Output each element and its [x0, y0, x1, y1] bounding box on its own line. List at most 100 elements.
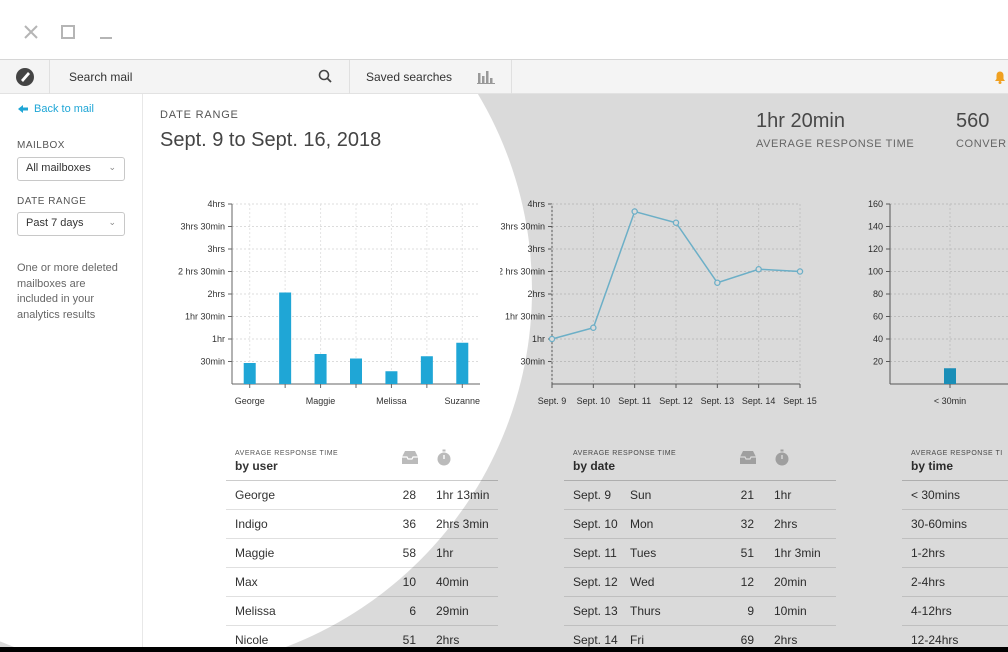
day-cell: Thurs — [630, 604, 661, 618]
search-icon[interactable] — [318, 69, 332, 88]
close-icon[interactable] — [19, 20, 43, 44]
table-row[interactable]: 4-12hrs — [902, 597, 1008, 626]
y-tick-label: 140 — [868, 222, 883, 232]
date-cell: Sept. 9 — [573, 488, 612, 502]
search-input[interactable]: Search mail — [69, 70, 133, 84]
table-row[interactable]: Sept. 13 Thurs 9 10min — [564, 597, 836, 626]
table-row[interactable]: < 30mins — [902, 481, 1008, 510]
sidebar: Back to mail MAILBOX All mailboxes ⌄ DAT… — [0, 94, 143, 647]
count-cell: 9 — [747, 604, 754, 618]
y-tick-label: 80 — [873, 289, 883, 299]
deleted-mailboxes-notice: One or more deleted mailboxes are includ… — [17, 262, 118, 321]
table-row[interactable]: George 28 1hr 13min — [226, 481, 498, 510]
back-to-mail-label: Back to mail — [34, 103, 94, 115]
y-tick-label: 40 — [873, 334, 883, 344]
user-name-cell: Max — [235, 575, 258, 589]
toolbar: Search mail Saved searches — [0, 60, 1008, 94]
y-tick-label: 1hr 30min — [185, 312, 225, 322]
back-to-mail-link[interactable]: Back to mail — [18, 103, 94, 115]
maximize-icon[interactable] — [56, 20, 80, 44]
time-cell: 2hrs 3min — [436, 517, 489, 531]
point-sept-15 — [796, 268, 804, 275]
by-time-title: by time — [911, 459, 954, 473]
chevron-down-icon: ⌄ — [108, 162, 116, 172]
inbox-icon — [739, 449, 757, 470]
count-cell: 51 — [740, 546, 754, 560]
point-sept-13 — [714, 279, 721, 287]
mailbox-label: MAILBOX — [17, 140, 65, 151]
date-cell: Sept. 14 — [573, 633, 618, 647]
table-row[interactable]: Melissa 6 29min — [226, 597, 498, 626]
search-bar[interactable]: Search mail — [50, 60, 350, 94]
day-cell: Wed — [630, 575, 655, 589]
y-tick-label: 1hr — [212, 334, 225, 344]
table-row[interactable]: Maggie 58 1hr — [226, 539, 498, 568]
range-value: Sept. 9 to Sept. 16, 2018 — [160, 129, 382, 151]
table-row[interactable]: Sept. 10 Mon 32 2hrs — [564, 510, 836, 539]
count-cell: 69 — [740, 633, 754, 647]
y-tick-label: 120 — [868, 244, 883, 254]
x-tick-label: Sept. 11 — [618, 396, 651, 406]
bar-maggie — [314, 354, 327, 384]
table-row[interactable]: Sept. 14 Fri 69 2hrs — [564, 626, 836, 647]
y-tick-label: 3hrs — [207, 244, 225, 254]
y-tick-label: 4hrs — [207, 199, 225, 209]
y-tick-label: 60 — [873, 312, 883, 322]
response-time-by-date-chart: 4hrs 3hrs 30min 3hrs 2 hrs 30min 2hrs 1hr 30m… — [500, 199, 817, 406]
time-cell: 2hrs — [436, 633, 460, 647]
minimize-icon[interactable] — [94, 20, 118, 44]
time-cell: 1hr — [436, 546, 454, 560]
y-tick-label: 1hr — [532, 334, 545, 344]
table-row[interactable]: Sept. 9 Sun 21 1hr — [564, 481, 836, 510]
bar-chart-icon[interactable] — [460, 60, 512, 94]
count-cell: 51 — [402, 633, 416, 647]
y-tick-label: 4hrs — [527, 199, 545, 209]
day-cell: Sun — [630, 488, 652, 502]
x-tick-label: Suzanne — [445, 396, 481, 406]
x-tick-label: Maggie — [306, 396, 336, 406]
table-row[interactable]: Nicole 51 2hrs — [226, 626, 498, 647]
table-row[interactable]: Sept. 11 Tues 51 1hr 3min — [564, 539, 836, 568]
y-tick-label: 2hrs — [207, 289, 225, 299]
series-line — [551, 210, 801, 340]
count-cell: 32 — [740, 517, 754, 531]
bell-icon[interactable] — [992, 69, 1008, 90]
x-tick-label: George — [235, 396, 265, 406]
point-sept-11 — [631, 208, 638, 215]
user-name-cell: Indigo — [235, 517, 268, 531]
y-tick-label: 3hrs — [527, 244, 545, 254]
saved-searches-button[interactable]: Saved searches — [350, 60, 460, 94]
table-row[interactable]: 12-24hrs — [902, 626, 1008, 647]
saved-searches-label: Saved searches — [366, 70, 453, 84]
count-cell: 6 — [409, 604, 416, 618]
table-row[interactable]: Indigo 36 2hrs 3min — [226, 510, 498, 539]
date-range-select[interactable]: Past 7 days ⌄ — [17, 212, 125, 236]
table-row[interactable]: 2-4hrs — [902, 568, 1008, 597]
avg-response-stat-value: 1hr 20min — [756, 110, 845, 132]
mailbox-select[interactable]: All mailboxes ⌄ — [17, 157, 125, 181]
compose-logo-icon[interactable] — [0, 60, 50, 94]
user-name-cell: Melissa — [235, 604, 276, 618]
table-row[interactable]: Sept. 12 Wed 12 20min — [564, 568, 836, 597]
conversations-stat-label: CONVER — [956, 138, 1007, 150]
time-cell: 1hr — [774, 488, 792, 502]
stopwatch-icon — [774, 449, 790, 472]
x-tick-label: < 30min — [934, 396, 966, 406]
table-row[interactable]: 1-2hrs — [902, 539, 1008, 568]
by-date-title: by date — [573, 459, 616, 473]
point-sept-10 — [590, 324, 597, 331]
inbox-icon — [401, 449, 419, 470]
time-cell: 2hrs — [774, 633, 798, 647]
table-row[interactable]: Max 10 40min — [226, 568, 498, 597]
time-cell: 29min — [436, 604, 469, 618]
avg-response-stat-label: AVERAGE RESPONSE TIME — [756, 138, 915, 150]
bar-suzanne — [456, 342, 469, 384]
arrow-left-icon — [18, 105, 28, 113]
by-user-title: by user — [235, 459, 278, 473]
table-row[interactable]: 30-60mins — [902, 510, 1008, 539]
day-cell: Fri — [630, 633, 644, 647]
day-cell: Mon — [630, 517, 654, 531]
y-tick-label: 2 hrs 30min — [178, 267, 225, 277]
user-name-cell: Maggie — [235, 546, 275, 560]
